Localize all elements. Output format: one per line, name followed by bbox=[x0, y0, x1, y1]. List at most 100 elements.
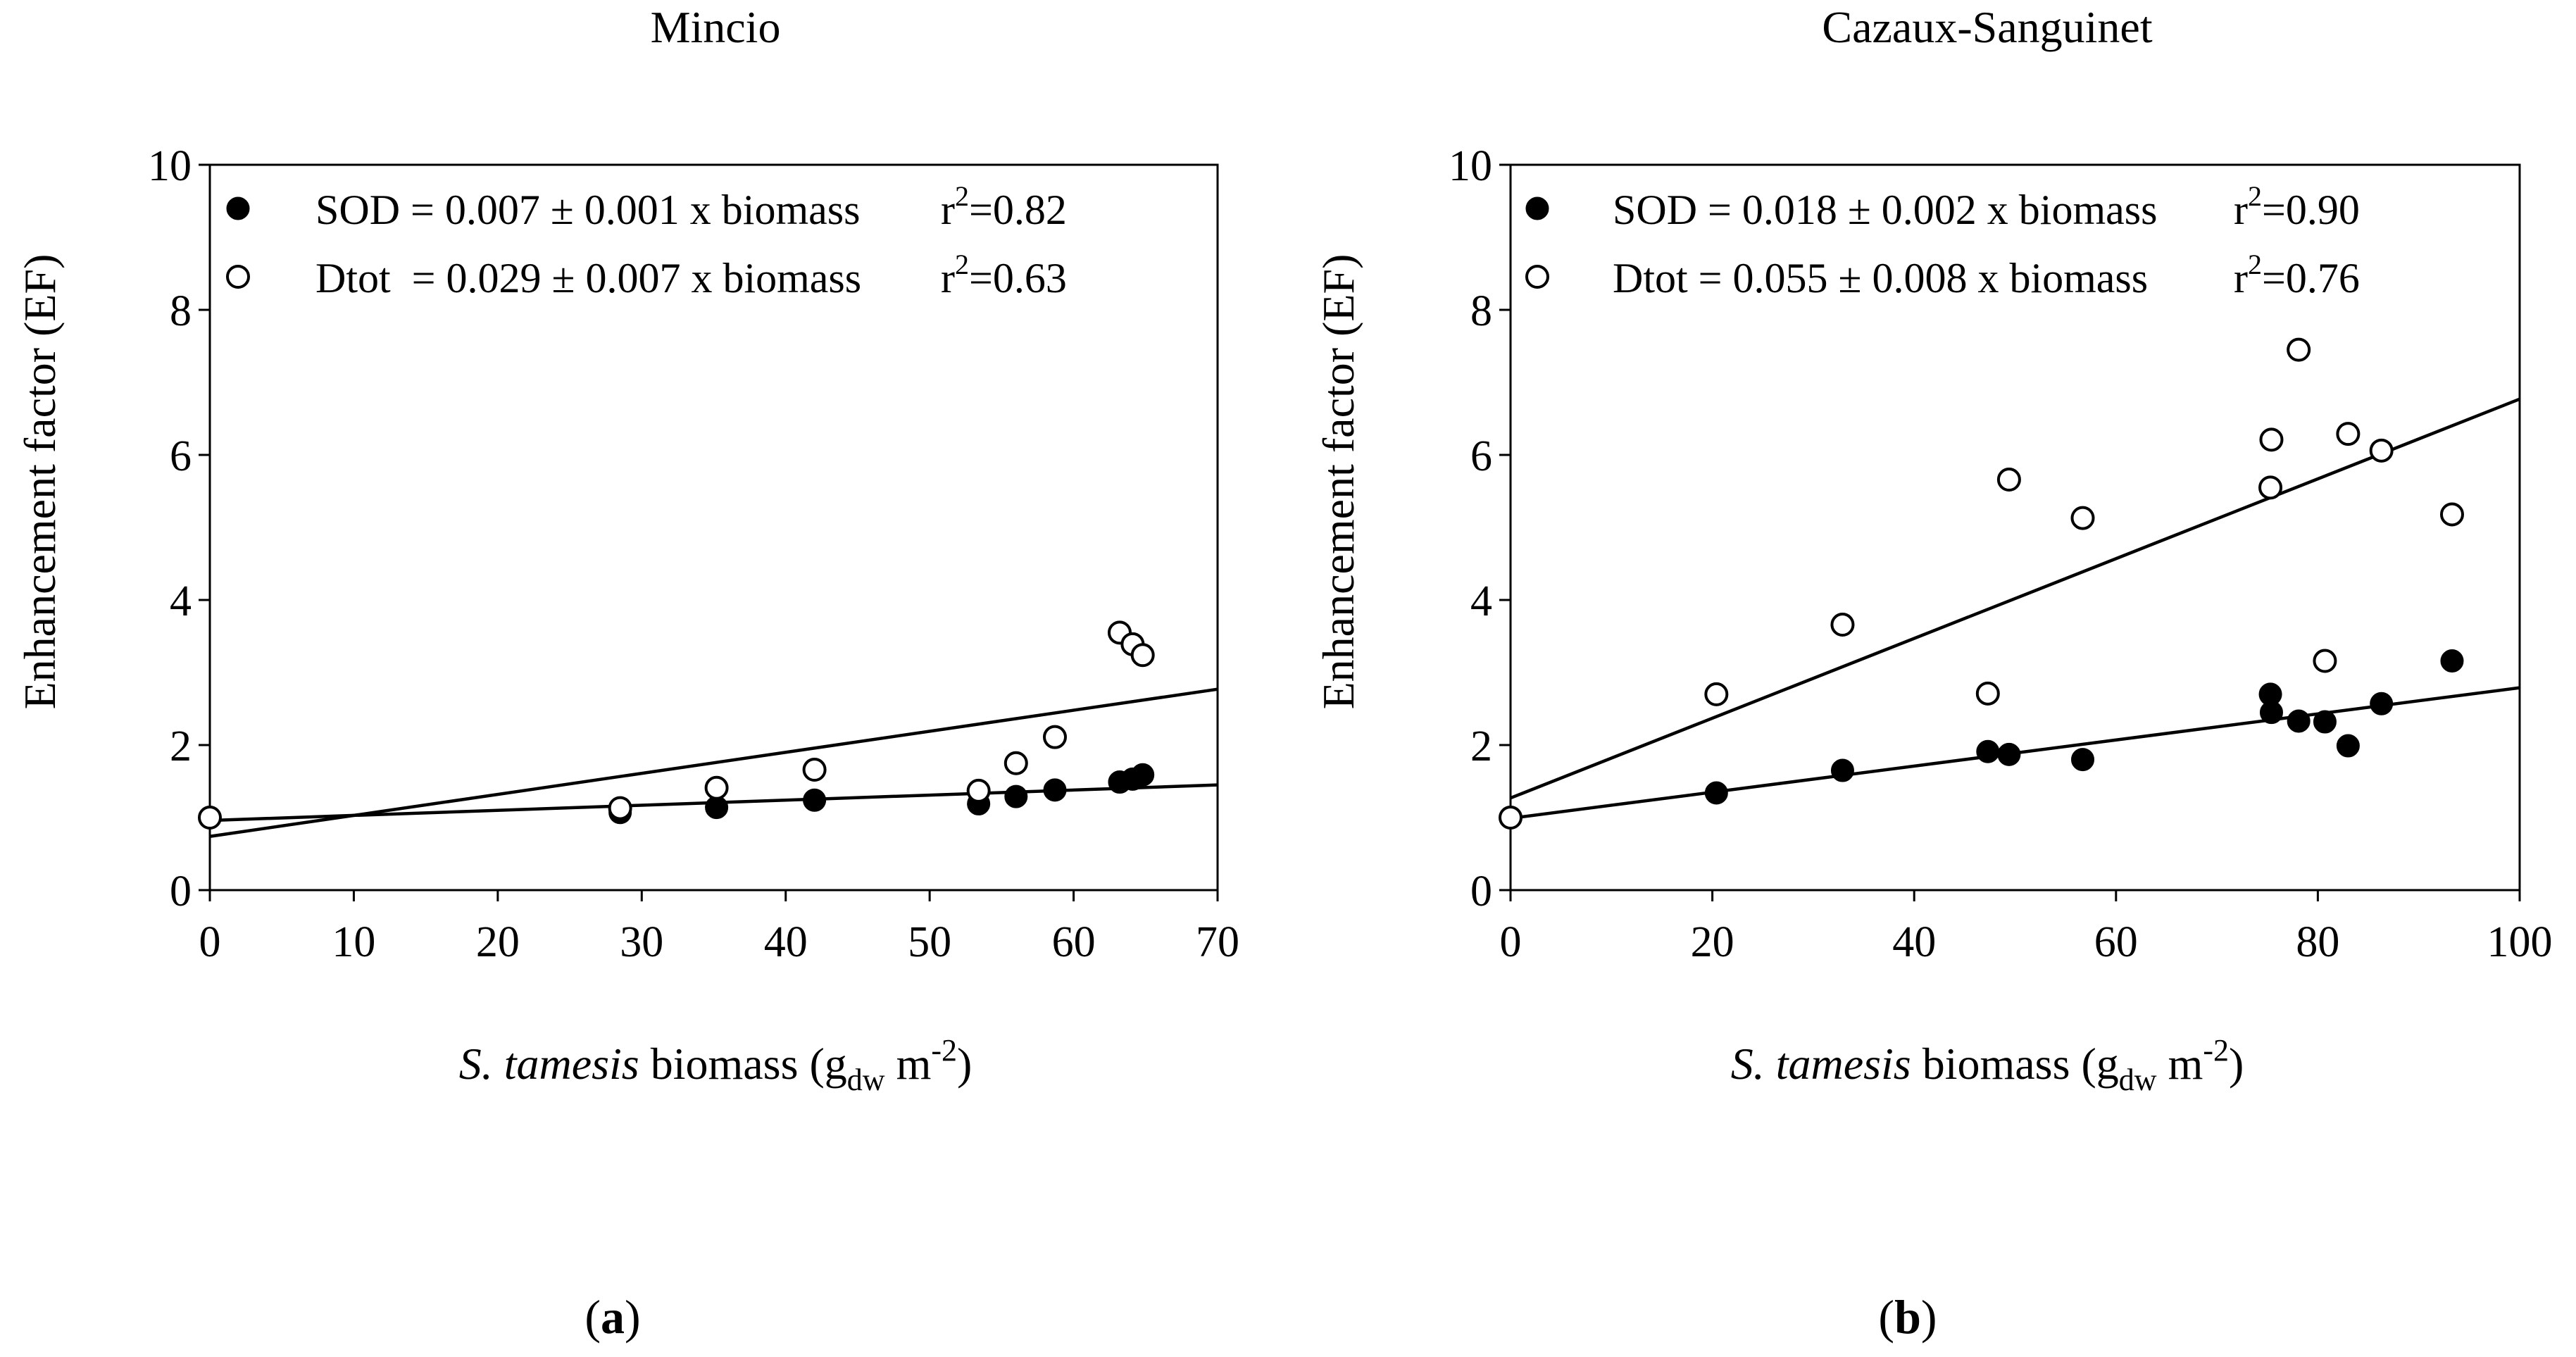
x-tick-label: 40 bbox=[1892, 918, 1936, 966]
legend-label: SOD = 0.007 ± 0.001 x biomass bbox=[315, 187, 860, 233]
r2-prefix: r bbox=[941, 255, 955, 301]
point-sod bbox=[705, 796, 729, 820]
point-sod bbox=[2440, 649, 2464, 673]
panel-a-xlabel: S. tamesis biomass (gdw m-2) bbox=[459, 1033, 973, 1097]
panel-b-chart: Cazaux-Sanguinet Enhancement factor (EF)… bbox=[1313, 2, 2553, 1344]
legend-label: SOD = 0.018 ± 0.002 x biomass bbox=[1613, 187, 2157, 233]
r2-value: =0.76 bbox=[2262, 255, 2360, 301]
point-sod bbox=[2313, 710, 2337, 734]
xlabel-subscript: dw bbox=[847, 1063, 885, 1097]
point-dtot bbox=[1042, 725, 1067, 749]
point-sod bbox=[2370, 692, 2394, 715]
panel-b-points bbox=[1499, 337, 2464, 830]
x-tick-label: 100 bbox=[2487, 918, 2553, 966]
y-tick-label: 10 bbox=[148, 142, 192, 190]
r2-prefix: r bbox=[941, 187, 955, 233]
xlabel-unit: m bbox=[2157, 1039, 2203, 1089]
y-tick-label: 0 bbox=[1470, 868, 1492, 915]
x-tick-label: 80 bbox=[2296, 918, 2339, 966]
point-dtot bbox=[2369, 438, 2394, 463]
xlabel-text: biomass (g bbox=[639, 1039, 847, 1089]
r2-value: =0.82 bbox=[969, 187, 1067, 233]
legend-r2: r2=0.63 bbox=[941, 249, 1067, 301]
y-tick-label: 4 bbox=[170, 577, 192, 625]
legend-label: Dtot = 0.029 ± 0.007 x biomass bbox=[315, 255, 861, 301]
xlabel-subscript: dw bbox=[2119, 1063, 2157, 1097]
point-dtot bbox=[608, 796, 632, 820]
point-sod bbox=[2336, 734, 2360, 758]
point-dtot bbox=[2258, 475, 2283, 500]
panel-b-legend: SOD = 0.018 ± 0.002 x biomass r2=0.90Dtot… bbox=[1525, 180, 2360, 301]
point-dtot bbox=[2439, 502, 2464, 527]
r2-superscript: 2 bbox=[955, 249, 969, 280]
point-sod bbox=[1043, 778, 1067, 802]
point-sod bbox=[1830, 758, 1854, 782]
panel-a-letter: a bbox=[601, 1290, 625, 1344]
point-dtot bbox=[198, 806, 222, 830]
y-tick-label: 6 bbox=[170, 432, 192, 480]
point-dtot bbox=[2287, 337, 2311, 362]
regression-line-dtot bbox=[1510, 397, 2520, 800]
xlabel-superscript: -2 bbox=[931, 1033, 957, 1068]
legend-marker bbox=[1525, 196, 1549, 220]
panel-a-chart: Mincio Enhancement factor (EF) 0 2 4 6 8 10 0 1… bbox=[15, 2, 1239, 1344]
xlabel-species: S. tamesis bbox=[1731, 1039, 1911, 1089]
y-tick-label: 8 bbox=[170, 287, 192, 335]
legend-marker bbox=[1525, 265, 1549, 289]
point-sod bbox=[2259, 701, 2283, 725]
panel-b-label: (b) bbox=[1878, 1290, 1937, 1344]
point-dtot bbox=[1975, 681, 2000, 706]
y-tick-label: 10 bbox=[1449, 142, 1492, 190]
y-tick-label: 4 bbox=[1470, 577, 1492, 625]
r2-prefix: r bbox=[2234, 255, 2248, 301]
x-tick-label: 20 bbox=[476, 918, 520, 966]
y-tick-label: 6 bbox=[1470, 432, 1492, 480]
legend-r2: r2=0.76 bbox=[2234, 249, 2360, 301]
x-tick-label: 10 bbox=[332, 918, 375, 966]
point-dtot bbox=[2259, 427, 2284, 452]
xlabel-close: ) bbox=[2229, 1039, 2244, 1089]
point-dtot bbox=[2336, 422, 2361, 446]
point-sod bbox=[1131, 763, 1155, 787]
panel-b-ylabel: Enhancement factor (EF) bbox=[1313, 254, 1363, 710]
point-dtot bbox=[2070, 506, 2095, 530]
point-dtot bbox=[802, 758, 827, 782]
y-tick-label: 2 bbox=[170, 723, 192, 770]
r2-superscript: 2 bbox=[955, 180, 969, 212]
point-sod bbox=[803, 788, 827, 812]
y-tick-label: 2 bbox=[1470, 723, 1492, 770]
xlabel-unit: m bbox=[885, 1039, 932, 1089]
x-tick-label: 60 bbox=[2094, 918, 2138, 966]
panel-a-ylabel: Enhancement factor (EF) bbox=[15, 254, 65, 710]
point-dtot bbox=[1704, 682, 1729, 706]
panel-a-label: (a) bbox=[584, 1290, 640, 1344]
plot-frame bbox=[208, 163, 1219, 892]
legend-marker bbox=[226, 265, 250, 289]
point-dtot bbox=[704, 775, 729, 800]
legend-r2: r2=0.82 bbox=[941, 180, 1067, 233]
x-tick-label: 40 bbox=[764, 918, 808, 966]
y-tick-label: 8 bbox=[1470, 287, 1492, 335]
panel-a-legend: SOD = 0.007 ± 0.001 x biomass r2=0.82Dtot… bbox=[226, 180, 1067, 301]
point-dtot bbox=[1996, 468, 2021, 492]
point-dtot bbox=[1003, 751, 1028, 775]
r2-superscript: 2 bbox=[2248, 249, 2262, 280]
r2-prefix: r bbox=[2234, 187, 2248, 233]
point-sod bbox=[1704, 781, 1728, 805]
x-tick-label: 50 bbox=[908, 918, 951, 966]
point-sod bbox=[2071, 748, 2095, 772]
point-sod bbox=[1997, 742, 2021, 766]
panel-b-title: Cazaux-Sanguinet bbox=[1822, 2, 2152, 52]
panel-b-xlabel: S. tamesis biomass (gdw m-2) bbox=[1731, 1033, 2244, 1097]
x-tick-label: 70 bbox=[1196, 918, 1239, 966]
xlabel-species: S. tamesis bbox=[459, 1039, 639, 1089]
regression-line-dtot bbox=[209, 687, 1218, 839]
panel-a-axes: 0 2 4 6 8 10 0 10 20 30 40 50 60 70 bbox=[148, 142, 1239, 966]
point-sod bbox=[1004, 784, 1028, 808]
r2-superscript: 2 bbox=[2248, 180, 2262, 212]
point-dtot bbox=[2313, 649, 2337, 673]
xlabel-close: ) bbox=[957, 1039, 972, 1089]
x-tick-label: 20 bbox=[1691, 918, 1734, 966]
